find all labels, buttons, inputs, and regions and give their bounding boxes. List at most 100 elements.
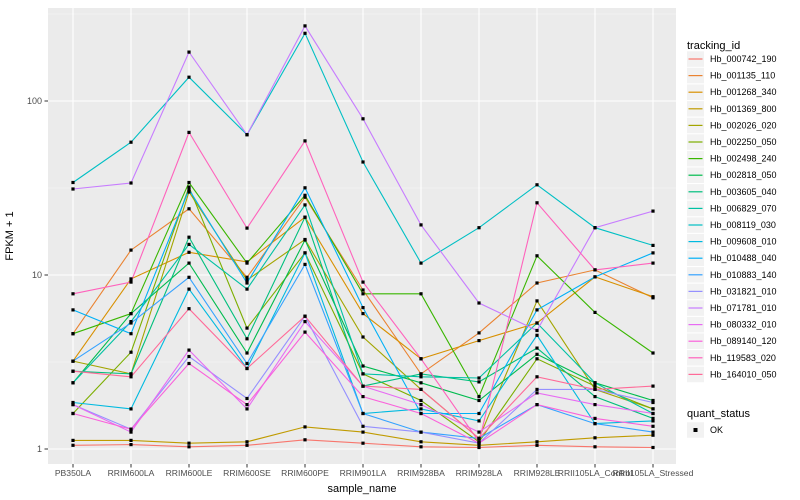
point-marker bbox=[651, 209, 655, 213]
point-marker bbox=[303, 320, 307, 324]
y-tick-label: 1 bbox=[37, 444, 42, 454]
point-marker bbox=[71, 381, 75, 385]
point-marker bbox=[535, 183, 539, 187]
point-marker bbox=[71, 359, 75, 363]
point-marker bbox=[535, 346, 539, 350]
axes: 1 10 100 PB350LA RRIM600LA RRIM600LE RRIM600SE… bbox=[27, 96, 694, 478]
point-marker bbox=[245, 281, 249, 285]
point-marker bbox=[303, 195, 307, 199]
point-marker bbox=[651, 384, 655, 388]
point-marker bbox=[187, 190, 191, 194]
point-marker bbox=[361, 384, 365, 388]
x-tick-label-RRIM928BA: RRIM928BA bbox=[397, 468, 445, 478]
y-axis-title: FPKM + 1 bbox=[4, 211, 16, 260]
x-tick-label-RRIM600SE: RRIM600SE bbox=[223, 468, 271, 478]
legend-entry-Hb_031821_010: Hb_031821_010 bbox=[687, 283, 777, 300]
point-marker bbox=[593, 226, 597, 230]
point-marker bbox=[187, 242, 191, 246]
point-marker bbox=[71, 403, 75, 407]
point-marker bbox=[651, 243, 655, 247]
point-marker bbox=[71, 369, 75, 373]
point-marker bbox=[361, 395, 365, 399]
point-marker bbox=[303, 203, 307, 207]
point-marker bbox=[477, 339, 481, 343]
x-tick-label-RRII105LA_Stressed: RRII105LA_Stressed bbox=[613, 468, 694, 478]
point-marker bbox=[303, 24, 307, 28]
point-marker bbox=[651, 251, 655, 255]
data-series bbox=[71, 24, 655, 450]
point-marker bbox=[71, 187, 75, 191]
point-marker bbox=[361, 441, 365, 445]
point-marker bbox=[419, 372, 423, 376]
point-marker bbox=[535, 201, 539, 205]
point-marker bbox=[419, 357, 423, 361]
legend-entry-Hb_089140_120: Hb_089140_120 bbox=[687, 333, 777, 349]
point-marker bbox=[361, 364, 365, 368]
point-marker bbox=[187, 348, 191, 352]
point-marker bbox=[419, 403, 423, 407]
point-marker bbox=[477, 398, 481, 403]
point-marker bbox=[651, 419, 655, 423]
point-marker bbox=[245, 407, 249, 411]
legend-title-tracking-id: tracking_id bbox=[687, 40, 740, 52]
legend-entry-Hb_002250_050: Hb_002250_050 bbox=[687, 134, 777, 150]
legend-label: Hb_001135_110 bbox=[710, 71, 775, 81]
legend-entry-Hb_080332_010: Hb_080332_010 bbox=[687, 316, 777, 333]
point-marker bbox=[187, 275, 191, 279]
point-marker bbox=[477, 430, 481, 434]
point-marker bbox=[361, 430, 365, 434]
point-marker bbox=[361, 160, 365, 164]
point-marker bbox=[651, 351, 655, 355]
point-marker bbox=[477, 443, 481, 447]
x-tick-label-RRIM600PE: RRIM600PE bbox=[281, 468, 329, 478]
y-tick-label: 100 bbox=[27, 96, 42, 106]
legend-entry-Hb_164010_050: Hb_164010_050 bbox=[687, 366, 777, 383]
point-marker bbox=[187, 185, 191, 189]
x-tick-label-RRIM600LA: RRIM600LA bbox=[108, 468, 155, 478]
point-marker bbox=[187, 75, 191, 79]
legend-title-quant-status: quant_status bbox=[687, 408, 750, 420]
point-marker bbox=[245, 443, 249, 447]
legend-entry-Hb_001268_340: Hb_001268_340 bbox=[687, 84, 777, 100]
point-marker bbox=[245, 440, 249, 444]
point-marker bbox=[245, 337, 249, 341]
point-marker bbox=[129, 372, 133, 376]
point-marker bbox=[477, 445, 481, 450]
point-marker bbox=[593, 384, 597, 388]
point-marker bbox=[419, 375, 423, 379]
point-marker bbox=[477, 380, 481, 384]
point-marker bbox=[245, 326, 249, 330]
legend-label: Hb_003605_040 bbox=[710, 187, 777, 197]
point-marker bbox=[245, 396, 249, 401]
legend-label: Hb_071781_010 bbox=[710, 303, 777, 313]
point-marker bbox=[361, 335, 365, 339]
point-marker bbox=[129, 427, 133, 431]
point-marker bbox=[477, 440, 481, 444]
legend-label: Hb_164010_050 bbox=[710, 369, 777, 379]
point-marker bbox=[477, 395, 481, 399]
point-marker bbox=[71, 411, 75, 416]
point-marker bbox=[303, 215, 307, 219]
x-tick-label-PB350LA: PB350LA bbox=[55, 468, 92, 478]
point-marker bbox=[71, 292, 75, 296]
point-marker bbox=[71, 180, 75, 185]
point-marker bbox=[129, 248, 133, 252]
point-marker bbox=[187, 361, 191, 366]
legend-entry-Hb_008119_030: Hb_008119_030 bbox=[687, 217, 776, 233]
legend-label: Hb_001268_340 bbox=[710, 87, 777, 97]
legend-label: Hb_001369_800 bbox=[710, 104, 777, 114]
point-marker bbox=[129, 350, 133, 354]
legend-quant-status: OK bbox=[687, 422, 723, 438]
point-marker bbox=[535, 321, 539, 325]
point-marker bbox=[71, 400, 75, 405]
point-marker bbox=[361, 372, 365, 376]
point-marker bbox=[187, 445, 191, 449]
point-marker bbox=[535, 299, 539, 303]
point-marker bbox=[477, 376, 481, 380]
legend-label: Hb_009608_010 bbox=[710, 237, 777, 247]
point-marker bbox=[477, 331, 481, 335]
point-marker bbox=[535, 254, 539, 258]
legend-entry-Hb_071781_010: Hb_071781_010 bbox=[687, 300, 777, 316]
point-marker bbox=[245, 226, 249, 230]
